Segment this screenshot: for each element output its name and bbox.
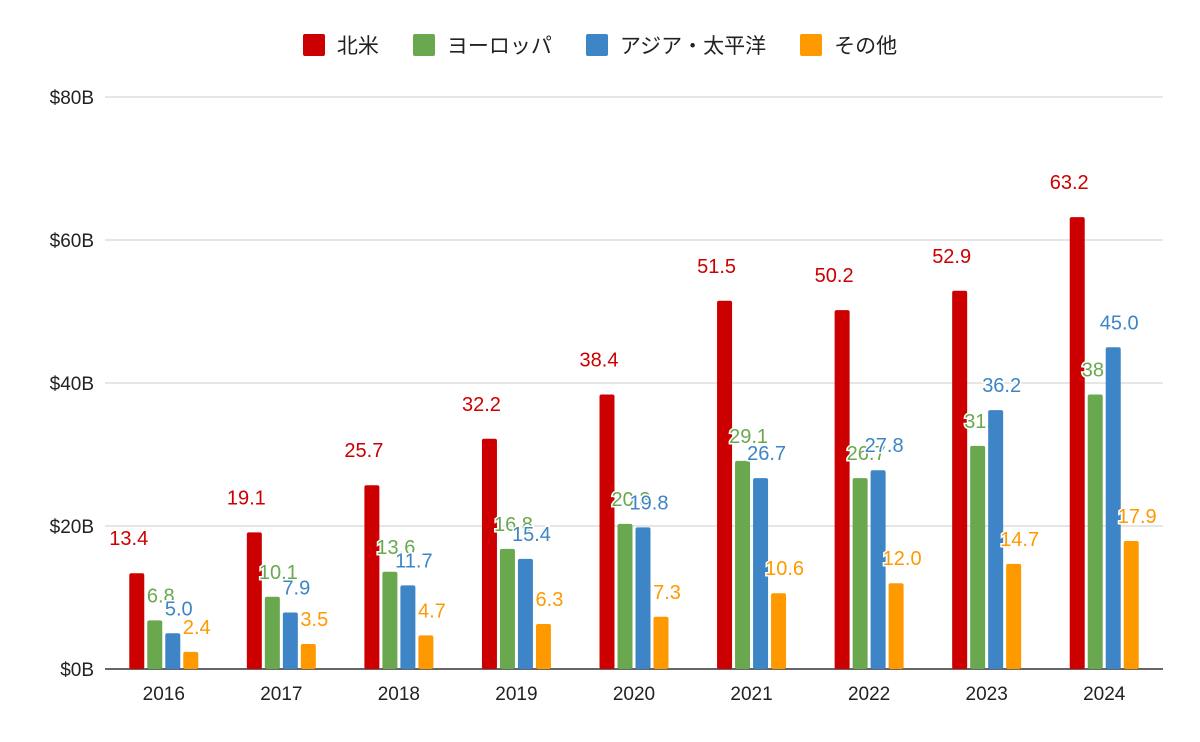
data-label: 13.4: [109, 528, 148, 550]
data-label: 14.7: [1000, 529, 1039, 551]
data-label: 16.8: [494, 514, 533, 536]
bar: [282, 612, 298, 669]
bar: [400, 585, 416, 669]
legend-label: ヨーロッパ: [446, 34, 552, 58]
bar: [834, 310, 850, 669]
y-tick-label: $0B: [60, 660, 94, 681]
y-tick-label: $80B: [50, 88, 94, 109]
legend-item-other: その他: [800, 30, 897, 60]
bar: [988, 410, 1004, 669]
bar: [735, 460, 751, 669]
data-label: 6.8: [147, 585, 175, 607]
data-label: 32.2: [462, 394, 501, 416]
x-tick-label: 2018: [378, 684, 420, 705]
data-label: 45.0: [1100, 312, 1139, 334]
bar: [771, 593, 787, 669]
x-tick-label: 2019: [495, 684, 537, 705]
bar: [599, 394, 615, 669]
x-tick-label: 2021: [730, 684, 772, 705]
x-tick-label: 2023: [966, 684, 1008, 705]
bar: [364, 485, 380, 669]
data-label: 13.6: [376, 537, 415, 559]
bar: [852, 478, 868, 669]
y-tick-label: $40B: [50, 374, 94, 395]
legend-swatch: [302, 34, 325, 56]
bar: [717, 300, 733, 669]
bar: [246, 532, 262, 669]
data-label: 12.0: [883, 548, 922, 570]
data-label: 27.8: [865, 435, 904, 457]
y-tick-label: $60B: [50, 231, 94, 252]
bar: [1069, 217, 1085, 669]
legend-item-asia-pacific: アジア・太平洋: [585, 30, 767, 60]
bar: [635, 527, 651, 669]
bar: [147, 620, 163, 669]
legend-swatch: [585, 34, 608, 56]
data-label: 26.7: [747, 443, 786, 465]
x-tick-label: 2016: [143, 684, 185, 705]
bar: [653, 616, 669, 669]
bar: [1006, 563, 1022, 669]
data-label: 36.2: [982, 375, 1021, 397]
legend-swatch: [412, 34, 435, 56]
data-label: 52.9: [932, 246, 971, 268]
data-label: 25.7: [344, 440, 383, 462]
data-label: 10.1: [259, 562, 298, 584]
legend-item-north-america: 北米: [302, 30, 379, 60]
legend-label: アジア・太平洋: [619, 34, 767, 58]
legend-label: 北米: [336, 34, 379, 58]
data-label: 51.5: [697, 256, 736, 278]
bar: [753, 478, 769, 669]
bar: [165, 633, 181, 669]
bar: [952, 290, 968, 669]
bar: [499, 548, 515, 669]
bar: [129, 573, 145, 669]
bar: [264, 596, 280, 669]
data-label: 7.3: [653, 582, 681, 604]
data-label: 38.4: [580, 349, 619, 371]
bar: [870, 470, 886, 669]
data-label: 4.7: [418, 600, 446, 622]
bar: [300, 643, 316, 669]
data-label: 2.4: [183, 617, 211, 639]
legend-swatch: [800, 34, 823, 56]
data-label: 19.8: [630, 492, 669, 514]
bar: [888, 583, 904, 669]
data-label: 11.7: [395, 550, 432, 572]
data-label: 6.3: [536, 589, 564, 611]
bar: [535, 623, 551, 669]
legend-item-europe: ヨーロッパ: [412, 30, 552, 60]
data-label: 29.1: [729, 426, 768, 448]
data-label: 5.0: [165, 598, 193, 620]
data-label: 15.4: [512, 524, 551, 546]
x-tick-label: 2024: [1083, 684, 1126, 705]
data-label: 63.2: [1050, 172, 1089, 194]
y-tick-label: $20B: [50, 517, 94, 538]
bar: [418, 635, 434, 669]
bar: [183, 651, 199, 669]
bar: [617, 523, 633, 669]
legend: 北米 ヨーロッパ アジア・太平洋 その他: [0, 30, 1200, 60]
legend-label: その他: [834, 34, 898, 58]
bar: [481, 438, 497, 669]
x-tick-label: 2022: [848, 684, 890, 705]
data-label: 3.5: [300, 609, 328, 631]
data-label: 20.3: [612, 489, 651, 511]
x-tick-label: 2017: [260, 684, 302, 705]
bar: [382, 571, 398, 669]
data-label: 19.1: [227, 487, 266, 509]
bar: [517, 558, 533, 669]
data-label: 17.9: [1118, 506, 1157, 528]
data-label: 50.2: [815, 265, 854, 287]
data-label: 10.6: [765, 558, 804, 580]
bar: [1087, 394, 1103, 669]
bar: [1123, 541, 1139, 669]
bar: [970, 445, 986, 669]
bar: [1105, 347, 1121, 669]
x-tick-label: 2020: [613, 684, 655, 705]
data-label: 26.7: [847, 443, 886, 465]
data-label: 7.9: [282, 578, 310, 600]
